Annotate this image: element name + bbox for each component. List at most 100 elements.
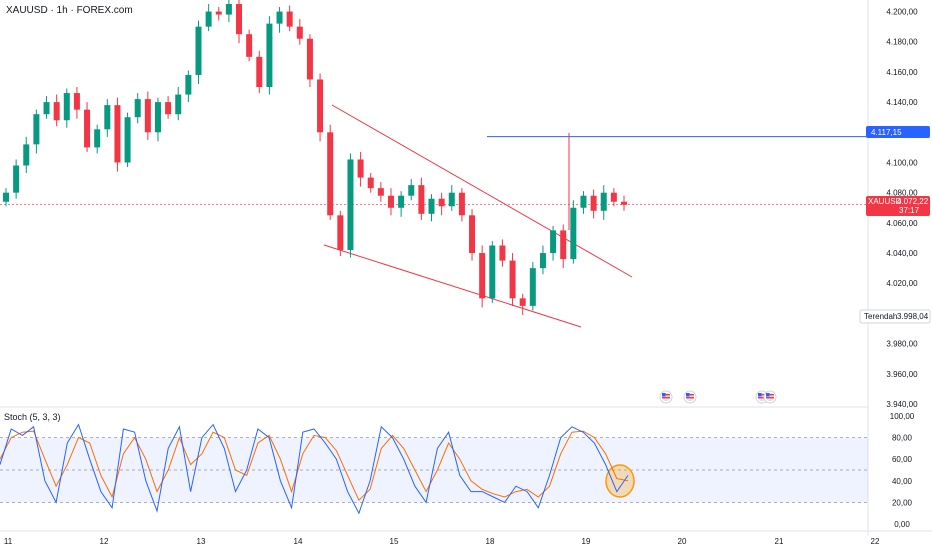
trend-annotations — [0, 104, 868, 498]
time-tick-label: 21 — [775, 537, 784, 546]
low-label: Terendah — [864, 312, 897, 321]
candle-body — [367, 177, 374, 189]
candle-body — [236, 4, 243, 35]
candle-body — [509, 260, 516, 299]
price-tick-label: 4.040,00 — [886, 249, 918, 258]
candle-body — [23, 144, 30, 166]
candle-body — [428, 198, 435, 214]
price-tick-label: 4.180,00 — [886, 38, 918, 47]
candle-body — [53, 102, 60, 121]
event-flag-canton — [758, 393, 762, 397]
candle-body — [347, 159, 354, 251]
candle-body — [327, 132, 334, 216]
resistance-tag-bg — [866, 126, 930, 138]
event-flag-canton — [686, 393, 690, 397]
candle-body — [43, 102, 50, 115]
candle-body — [266, 23, 273, 88]
event-flag-stripe — [766, 394, 774, 396]
event-flag-icon[interactable] — [683, 390, 697, 404]
price-tick-label: 3.960,00 — [886, 370, 918, 379]
price-tick-label: 4.200,00 — [886, 8, 918, 17]
candle-body — [448, 192, 455, 207]
stoch-tick-label: 100,00 — [890, 412, 915, 421]
price-tags: 4.117,15 XAUUSD 4.072,22 37:17 Terendah … — [859, 126, 931, 324]
last-price-tag-bg — [866, 196, 930, 216]
time-tick-label: 11 — [4, 537, 13, 546]
stoch-tick-label: 60,00 — [892, 455, 913, 464]
candle-body — [529, 268, 536, 306]
time-tick-label: 18 — [486, 537, 495, 546]
chart-grid — [0, 0, 932, 536]
stoch-tick-label: 40,00 — [892, 477, 913, 486]
candle-body — [84, 109, 91, 148]
candle-body — [134, 99, 141, 118]
event-flag-stripe — [686, 397, 694, 399]
time-tick-label: 20 — [678, 537, 687, 546]
candle-body — [33, 114, 40, 145]
candle-body — [13, 165, 20, 193]
price-tick-label: 4.060,00 — [886, 219, 918, 228]
highlight-circle — [605, 464, 635, 498]
stoch-tick-label: 0,00 — [894, 520, 910, 529]
time-tick-label: 15 — [390, 537, 399, 546]
candle-body — [144, 99, 151, 133]
candle-body — [580, 195, 587, 208]
price-tick-label: 4.160,00 — [886, 68, 918, 77]
candle-body — [600, 192, 607, 211]
stoch-title[interactable]: Stoch (5, 3, 3) — [4, 412, 61, 422]
candle-body — [418, 185, 425, 214]
time-tick-label: 13 — [197, 537, 206, 546]
countdown-tag: 37:17 — [899, 206, 920, 215]
time-tick-label: 19 — [582, 537, 591, 546]
candle-body — [489, 245, 496, 299]
candle-body — [621, 201, 627, 205]
event-flag-stripe — [686, 394, 694, 396]
candle-body — [286, 11, 293, 27]
candle-body — [610, 192, 617, 202]
event-flag-stripe — [758, 394, 766, 396]
time-tick-label: 14 — [294, 537, 303, 546]
candle-body — [104, 105, 111, 130]
candle-body — [276, 11, 283, 24]
price-tick-label: 3.940,00 — [886, 400, 918, 409]
candle-body — [165, 102, 172, 115]
time-tick-label: 12 — [100, 537, 109, 546]
price-tick-label: 4.100,00 — [886, 158, 918, 167]
candle-body — [560, 230, 567, 260]
candle-body — [296, 26, 303, 39]
stoch-tick-label: 80,00 — [892, 434, 913, 443]
candle-body — [398, 195, 405, 208]
candlestick-series — [3, 0, 627, 315]
event-flag-icon[interactable] — [763, 390, 777, 404]
candle-body — [570, 207, 577, 260]
event-flag-stripe — [766, 397, 774, 399]
candle-body — [519, 298, 526, 306]
candle-body — [205, 11, 212, 27]
low-value: 3.998,04 — [897, 312, 929, 321]
price-tick-label: 4.020,00 — [886, 279, 918, 288]
last-price-tag: 4.072,22 — [897, 197, 929, 206]
channel-lower-line — [323, 244, 582, 328]
candle-body — [377, 188, 384, 196]
candle-body — [539, 253, 546, 269]
stoch-k-line — [0, 423, 629, 515]
event-flag-canton — [766, 393, 770, 397]
economic-events[interactable] — [659, 390, 777, 404]
chart-title[interactable]: XAUUSD · 1h · FOREX.com — [6, 5, 133, 16]
candle-body — [246, 34, 253, 57]
candle-body — [94, 129, 101, 148]
stoch-tick-label: 20,00 — [892, 498, 913, 507]
event-flag-icon[interactable] — [659, 390, 673, 404]
stochastic-lines — [0, 423, 629, 515]
resistance-tag: 4.117,15 — [871, 128, 902, 137]
candle-body — [225, 4, 232, 15]
price-tick-label: 4.080,00 — [886, 189, 918, 198]
price-tick-label: 4.140,00 — [886, 98, 918, 107]
candle-body — [63, 93, 70, 121]
candle-body — [185, 74, 192, 95]
candle-body — [408, 185, 415, 196]
candle-body — [458, 192, 465, 216]
candle-body — [387, 195, 394, 208]
time-tick-label: 22 — [871, 537, 880, 546]
